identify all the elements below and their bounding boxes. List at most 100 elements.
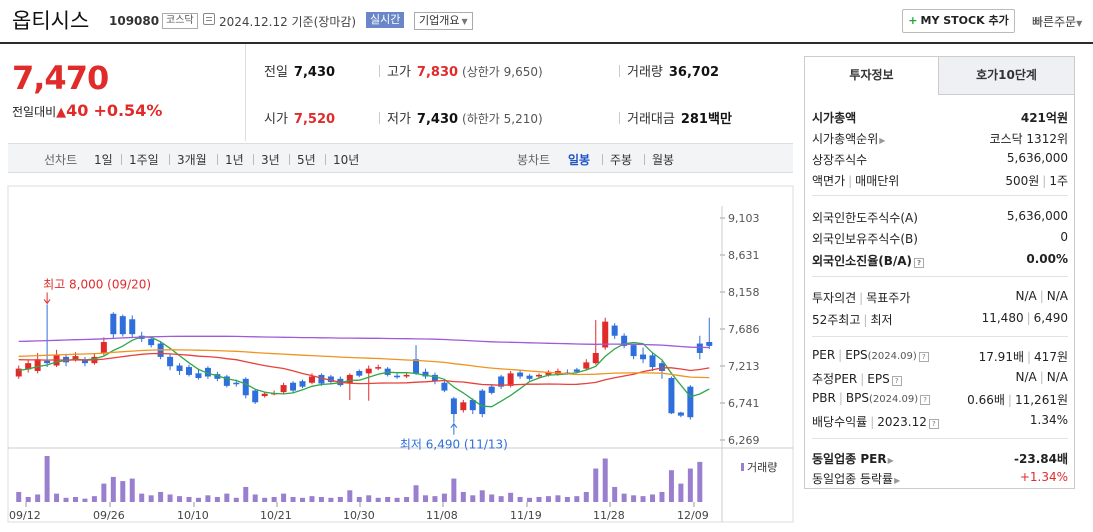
volume-bar (659, 491, 665, 502)
divider (812, 336, 1068, 337)
stock-header: 옵티시스 109080 코스닥 2024.12.12 기준(장마감) 실시간 기… (0, 0, 1093, 44)
candle-body (498, 376, 505, 387)
candle-body (507, 373, 514, 386)
candle-body (479, 390, 486, 415)
foreign-hold-value: 0 (1060, 230, 1068, 244)
tab-3m[interactable]: 3개월 (177, 153, 207, 167)
help-icon[interactable]: ? (891, 376, 902, 386)
est-per-value: N/A (1015, 370, 1037, 384)
sector-per-row[interactable]: 동일업종 PER▶ -23.84배 (812, 448, 1068, 468)
ma-line-5 (18, 336, 710, 408)
candle-body (318, 374, 325, 384)
x-tick-label: 10/10 (177, 509, 209, 522)
tab-weekly[interactable]: 주봉 (610, 153, 633, 167)
opinion-label: 투자의견 (812, 291, 857, 305)
52week-low-value: 6,490 (1033, 311, 1068, 325)
ma-line-60 (18, 349, 710, 379)
sector-per-label-wrap: 동일업종 PER▶ (812, 450, 894, 467)
price-summary: 7,470 전일대비▲40 +0.54% (8, 53, 245, 141)
trade-amount: 거래대금 281백만 (627, 108, 732, 127)
volume-bar (612, 486, 618, 502)
sector-change-label-wrap: 동일업종 등락률▶ (812, 470, 900, 487)
help-icon[interactable]: ? (928, 419, 939, 429)
candle-body (649, 355, 656, 368)
volume-bar (668, 470, 674, 502)
est-eps-value: N/A (1046, 370, 1068, 384)
investment-info-panel: 투자정보 호가10단계 시가총액 421억원 시가총액순위▶ 코스닥 1312위 상… (804, 56, 1075, 489)
add-my-stock-button[interactable]: + MY STOCK 추가 (902, 9, 1015, 33)
low-price: 저가 7,430 (하한가 5,210) (387, 108, 543, 127)
dividend-label: 배당수익률 (812, 415, 868, 429)
price-change: 전일대비▲40 +0.54% (12, 101, 162, 120)
candle-body (545, 371, 552, 375)
volume-bar (271, 496, 277, 502)
calendar-icon (203, 13, 215, 25)
candle-body (630, 345, 637, 357)
market-cap-rank-row[interactable]: 시가총액순위▶ 코스닥 1312위 (812, 128, 1068, 148)
divider (812, 195, 1068, 196)
foreign-limit-label: 외국인한도주식수(A) (812, 211, 918, 225)
volume-bar (489, 494, 495, 502)
volume-bar (678, 483, 684, 502)
prev-close-label: 전일 (264, 65, 288, 80)
up-triangle-icon: ▲ (56, 105, 67, 120)
x-tick-label: 10/21 (260, 509, 292, 522)
volume-bar (432, 496, 438, 502)
company-overview-dropdown[interactable]: 기업개요 ▼ (414, 12, 473, 30)
candle-body (186, 367, 192, 375)
candlestick-chart[interactable]: 9,103 8,631 8,158 7,686 7,213 6,741 6,269 최고 8,… (0, 176, 795, 532)
volume: 거래량 36,702 (627, 61, 719, 80)
tab-monthly[interactable]: 월봉 (652, 153, 675, 167)
volume-bar (300, 497, 306, 502)
x-tick-label: 11/28 (593, 509, 625, 522)
tab-1d[interactable]: 1일 (94, 153, 113, 167)
sector-change-row[interactable]: 동일업종 등락률▶ +1.34% (812, 468, 1068, 488)
foreign-hold-label: 외국인보유주식수(B) (812, 232, 918, 246)
volume-bar (545, 496, 551, 502)
candle-body (261, 393, 268, 397)
volume-bar (318, 496, 324, 502)
par-value-label: 액면가 (812, 174, 846, 188)
realtime-button[interactable]: 실시간 (366, 12, 405, 28)
tab-order-book[interactable]: 호가10단계 (939, 57, 1074, 95)
volume-bar (517, 496, 523, 502)
help-icon[interactable]: ? (914, 258, 925, 268)
chevron-right-icon: ▶ (887, 456, 894, 465)
help-icon[interactable]: ? (920, 395, 931, 405)
candle-body (592, 352, 599, 364)
par-value-value-wrap: 500원 | 1주 (1005, 172, 1068, 189)
tab-3y[interactable]: 3년 (261, 153, 280, 167)
candle-body (706, 342, 713, 346)
chevron-right-icon: ▶ (894, 476, 901, 485)
market-cap-row: 시가총액 421억원 (812, 107, 1068, 127)
quick-order-dropdown[interactable]: 빠른주문▼ (1032, 13, 1082, 30)
x-tick-label: 11/08 (426, 509, 458, 522)
par-value-value: 500원 (1005, 174, 1040, 188)
divider (619, 112, 620, 124)
tab-investment-info[interactable]: 투자정보 (805, 57, 939, 95)
candle-body (15, 368, 22, 377)
candle-body (611, 325, 618, 336)
volume-bar (63, 497, 69, 502)
high-value: 7,830 (416, 65, 459, 80)
divider (169, 154, 170, 165)
volume-label: 거래량 (627, 65, 663, 80)
divider: | (870, 415, 875, 429)
tab-5y[interactable]: 5년 (297, 153, 316, 167)
volume-value: 36,702 (668, 65, 720, 80)
tab-1w[interactable]: 1주일 (129, 153, 159, 167)
divider: | (859, 291, 864, 305)
current-price: 7,470 (12, 59, 109, 97)
change-percent: +0.54% (93, 101, 163, 120)
target-price-label: 목표주가 (866, 291, 911, 305)
volume-bar (366, 495, 372, 502)
candle-body (81, 359, 88, 364)
tab-1y[interactable]: 1년 (225, 153, 244, 167)
tab-10y[interactable]: 10년 (333, 153, 360, 167)
volume-bar (158, 491, 164, 502)
market-cap-rank-label: 시가총액순위 (812, 132, 879, 146)
volume-bar (602, 458, 608, 502)
help-icon[interactable]: ? (918, 352, 929, 362)
tab-daily[interactable]: 일봉 (568, 153, 591, 167)
candle-body (696, 343, 703, 353)
